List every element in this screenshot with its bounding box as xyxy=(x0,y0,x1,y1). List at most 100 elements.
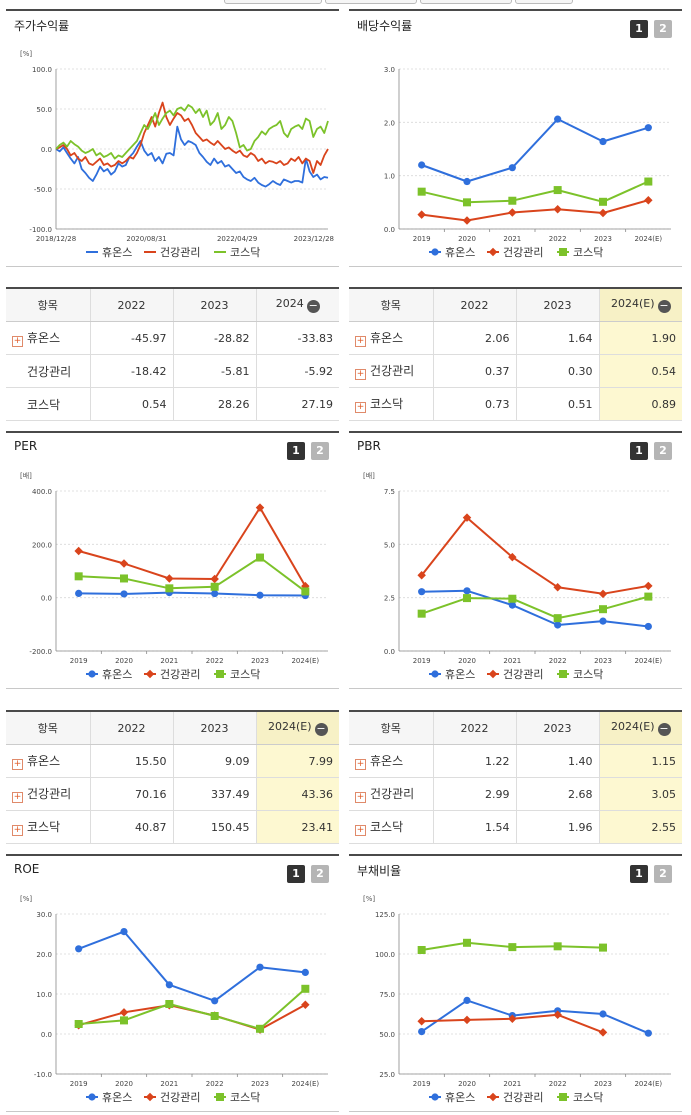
view-1-button[interactable]: 1 xyxy=(287,865,305,883)
top-toolbar-strip xyxy=(0,0,691,6)
indent-spacer xyxy=(12,365,23,376)
data-point xyxy=(508,943,517,952)
data-point xyxy=(599,1010,607,1018)
value-cell: 1.22 xyxy=(432,744,516,778)
top-control-1[interactable] xyxy=(224,0,322,4)
value-cell: -33.83 xyxy=(255,321,339,355)
column-header-year: 2022 xyxy=(432,288,516,322)
top-control-2[interactable] xyxy=(325,0,417,4)
y-tick-label: 30.0 xyxy=(36,911,52,919)
value-cell: -5.92 xyxy=(255,354,339,388)
view-2-button[interactable]: 2 xyxy=(654,865,672,883)
x-tick-label: 2019 xyxy=(413,657,431,665)
data-point xyxy=(119,1008,129,1017)
top-control-3[interactable] xyxy=(420,0,512,4)
value-cell: 15.50 xyxy=(89,744,173,778)
value-cell: 0.73 xyxy=(432,387,516,421)
series-line xyxy=(421,589,649,628)
collapse-minus-icon[interactable]: − xyxy=(657,299,671,313)
series-line xyxy=(421,199,649,222)
x-tick-label: 2021 xyxy=(503,1080,521,1088)
collapse-minus-icon[interactable]: − xyxy=(314,722,328,736)
value-cell: 3.05 xyxy=(598,777,682,811)
expand-plus-icon[interactable]: + xyxy=(12,759,23,770)
value-cell: 2.68 xyxy=(515,777,599,811)
pbr-chart: [배] 7.5 5.0 2.5 0.0 2019 2020 2021 2022 2023 2024(… xyxy=(363,471,671,681)
view-2-button[interactable]: 2 xyxy=(311,442,329,460)
x-tick-label: 2020 xyxy=(458,235,476,243)
data-point xyxy=(599,137,607,146)
data-point xyxy=(463,198,471,207)
legend-label: 휴온스 xyxy=(445,246,475,259)
data-point xyxy=(74,546,83,556)
x-tick-label: 2019 xyxy=(70,657,88,665)
value-cell: -45.97 xyxy=(89,321,173,355)
table-row: 건강관리 -18.42 -5.81 -5.92 xyxy=(6,354,339,388)
x-tick-label: 2019 xyxy=(413,1080,431,1088)
data-point xyxy=(417,187,426,196)
pbr-table: 항목 2022 2023 2024(E) − + 휴온스 1.22 1.40 1.15 + 건강관리 2… xyxy=(349,710,682,844)
data-point xyxy=(211,589,219,598)
unit-label: [%] xyxy=(20,50,32,58)
series-line xyxy=(55,101,329,174)
value-cell: 0.30 xyxy=(515,354,599,388)
series-line xyxy=(78,930,306,1002)
panel-title: 주가수익률 xyxy=(14,19,70,33)
collapse-minus-icon[interactable]: − xyxy=(306,299,320,313)
view-1-button[interactable]: 1 xyxy=(287,442,305,460)
x-tick-label: 2022 xyxy=(206,657,224,665)
expand-plus-icon[interactable]: + xyxy=(355,336,366,347)
x-tick-label: 2023 xyxy=(594,235,612,243)
debt-ratio-chart: [%]125.0 100.0 75.0 50.0 25.0 2019 2020 2021 202… xyxy=(363,895,671,1104)
top-control-4[interactable] xyxy=(515,0,573,4)
data-point xyxy=(462,216,472,225)
header-label: 2023 xyxy=(543,721,572,735)
value-cell: 40.87 xyxy=(89,810,173,844)
data-point xyxy=(463,587,471,595)
expand-plus-icon[interactable]: + xyxy=(355,825,366,836)
legend-label: 휴온스 xyxy=(102,668,132,681)
column-header-item: 항목 xyxy=(349,711,433,745)
expand-plus-icon[interactable]: + xyxy=(355,759,366,770)
x-tick-label: 2023 xyxy=(594,657,612,665)
view-1-button[interactable]: 1 xyxy=(630,865,648,883)
data-point xyxy=(120,928,128,936)
view-1-button[interactable]: 1 xyxy=(630,442,648,460)
collapse-minus-icon[interactable]: − xyxy=(657,722,671,736)
legend-marker xyxy=(559,670,567,678)
view-2-button[interactable]: 2 xyxy=(654,20,672,38)
y-tick-label: -10.0 xyxy=(34,1071,52,1079)
expand-plus-icon[interactable]: + xyxy=(355,369,366,380)
data-point xyxy=(644,177,653,186)
expand-plus-icon[interactable]: + xyxy=(12,792,23,803)
column-header-year: 2022 xyxy=(432,711,516,745)
series-1 xyxy=(55,125,329,188)
y-tick-label: 1.0 xyxy=(384,173,395,181)
value-cell: 43.36 xyxy=(255,777,339,811)
view-2-button[interactable]: 2 xyxy=(654,442,672,460)
row-label-cell: + 건강관리 xyxy=(349,777,433,811)
data-point xyxy=(599,617,607,625)
value-cell: 1.15 xyxy=(598,744,682,778)
row-label-cell: + 휴온스 xyxy=(349,321,433,355)
expand-plus-icon[interactable]: + xyxy=(12,825,23,836)
expand-plus-icon[interactable]: + xyxy=(355,402,366,413)
view-1-button[interactable]: 1 xyxy=(630,20,648,38)
value-cell: 1.96 xyxy=(515,810,599,844)
data-point xyxy=(598,208,608,218)
view-2-button[interactable]: 2 xyxy=(311,865,329,883)
expand-plus-icon[interactable]: + xyxy=(355,792,366,803)
legend-marker xyxy=(431,670,439,678)
value-cell: 0.89 xyxy=(598,387,682,421)
data-point xyxy=(165,584,174,593)
legend-marker xyxy=(559,1093,567,1101)
x-tick-label: 2021 xyxy=(503,657,521,665)
expand-plus-icon[interactable]: + xyxy=(12,336,23,347)
x-tick-label: 2022/04/29 xyxy=(217,235,257,243)
data-point xyxy=(301,1000,310,1010)
legend-label: 휴온스 xyxy=(102,1091,132,1104)
series-2 xyxy=(417,1010,608,1037)
y-tick-label: 5.0 xyxy=(384,541,395,549)
data-point xyxy=(553,614,562,623)
